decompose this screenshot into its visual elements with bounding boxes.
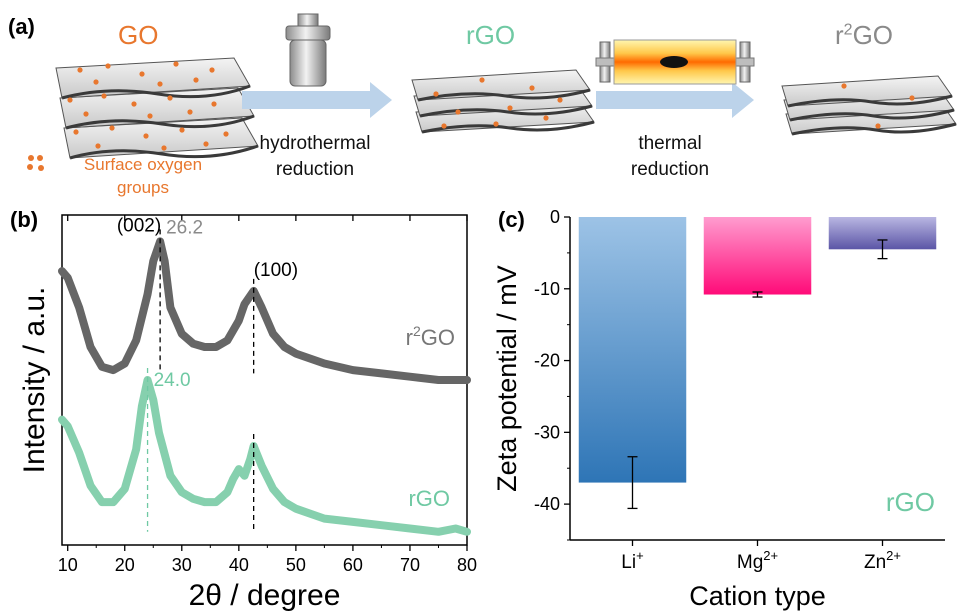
tube-furnace-icon (595, 39, 755, 85)
peak-position-label-r2go: 26.2 (166, 217, 203, 238)
y-axis-label: Zeta potential / mV (492, 265, 522, 492)
hydrothermal-step-line1: hydrothermal (259, 133, 371, 154)
x-tick-label: 10 (58, 555, 78, 575)
series-label-rgo: rGO (408, 486, 450, 511)
autoclave-icon (285, 13, 331, 87)
panel-b-tag: (b) (10, 207, 38, 232)
go-oxygen-dots (67, 61, 229, 151)
x-axis-label: Cation type (689, 581, 826, 611)
hydrothermal-step-line2: reduction (275, 159, 355, 180)
zeta-plot-area: Li+ Mg2+ Zn2+ 0 -10 -20 -30 -40 Zeta potential /… (492, 207, 945, 611)
y-tick-label: -10 (534, 279, 560, 299)
hydrothermal-step-label: hydrothermal reduction (230, 131, 400, 183)
series-label-r2go: r2GO (406, 323, 455, 350)
x-tick-label: Li+ (621, 548, 643, 573)
x-tick-label: 40 (229, 555, 249, 575)
bar-mg (703, 217, 812, 295)
arrow-icon (596, 82, 754, 118)
y-tick-label: -30 (534, 422, 560, 442)
r2go-stage-label: r2GO (835, 20, 893, 51)
x-tick-label: Zn2+ (864, 548, 901, 573)
y-tick-label: -20 (534, 351, 560, 371)
go-stage-label: GO (118, 20, 159, 50)
x-tick-label: 50 (286, 555, 306, 575)
rgo-stage-label: rGO (466, 20, 516, 50)
oxygen-dots-icon (27, 155, 44, 171)
y-tick-label: -40 (534, 494, 560, 514)
r2go-stage-label-sup: 2 (843, 21, 853, 39)
oxygen-groups-legend: Surface oxygen groups (58, 153, 228, 199)
arrow-icon (242, 82, 392, 118)
x-tick-label: 60 (343, 555, 363, 575)
r2go-stage-label-base: r (835, 20, 844, 50)
oxygen-groups-legend-line2: groups (117, 178, 169, 197)
x-tick-label: 70 (400, 555, 420, 575)
sample-annotation: rGO (886, 487, 935, 517)
go-sheet-stack (55, 57, 259, 160)
r2go-sheet-stack (781, 75, 957, 136)
panel-c-tag: (c) (498, 207, 525, 232)
thermal-step-label: thermal reduction (590, 131, 750, 183)
series-line-rGO (58, 376, 471, 536)
thermal-step-line2: reduction (630, 159, 710, 180)
peak-label-100: (100) (254, 260, 298, 281)
x-tick-label: 20 (115, 555, 135, 575)
x-axis-label: 2θ / degree (189, 579, 341, 612)
peak-label-002: (002) (117, 215, 161, 236)
x-tick-label: 30 (172, 555, 192, 575)
y-axis-label: Intensity / a.u. (18, 287, 51, 474)
rgo-sheet-stack (411, 69, 595, 134)
bar-li (578, 217, 687, 483)
scheme-graphics (27, 13, 957, 171)
x-tick-label: 80 (457, 555, 477, 575)
peak-position-label-rgo: 24.0 (154, 370, 191, 391)
oxygen-groups-legend-line1: Surface oxygen (83, 155, 203, 174)
thermal-step-line1: thermal (638, 133, 702, 154)
xrd-chart: (b) 10 20 30 40 50 60 70 80 2θ / degree Intensity… (10, 207, 477, 612)
series-line-r2GO (58, 237, 471, 384)
zeta-chart: (c) Li+ Mg2+ Zn2+ 0 -10 -20 -30 -40 Zeta potenti… (492, 207, 945, 611)
r2go-stage-label-end: GO (852, 20, 894, 50)
xrd-plot-area: 10 20 30 40 50 60 70 80 2θ / degree Intensity / a… (18, 214, 477, 612)
y-tick-label: 0 (550, 207, 560, 227)
x-tick-label: Mg2+ (737, 548, 778, 573)
panel-a-tag: (a) (8, 14, 35, 39)
